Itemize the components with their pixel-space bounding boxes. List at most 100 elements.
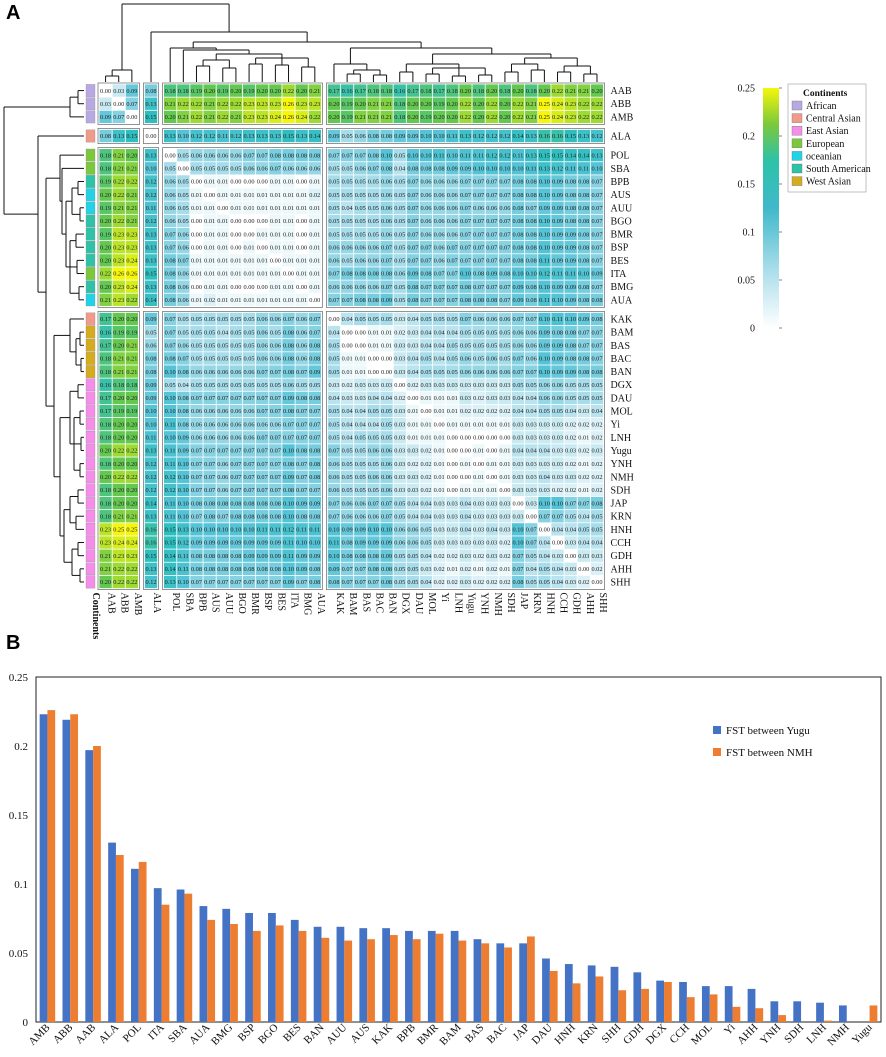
heatmap-cells: 0.00 0.03 0.09 0.08 0.18 0.18 0.19 0.20 0.19 0.20… — [97, 82, 605, 590]
heatmap-cell-value: 0.06 — [499, 316, 510, 323]
heatmap-cell-value: 0.00 — [244, 231, 255, 238]
heatmap-cell — [340, 188, 354, 201]
heatmap-cell-value: 0.07 — [270, 395, 281, 402]
heatmap-cell-value: 0.06 — [191, 421, 202, 428]
heatmap-cell-value: 0.03 — [460, 540, 471, 547]
heatmap-cell-value: 0.06 — [217, 152, 228, 159]
heatmap-cell-value: 0.03 — [447, 540, 458, 547]
heatmap-cell-value: 0.00 — [342, 342, 353, 349]
heatmap-cell-value: 0.03 — [434, 540, 445, 547]
heatmap-cell-value: 0.02 — [473, 395, 484, 402]
heatmap-cell — [498, 214, 512, 228]
heatmap-cell — [472, 280, 485, 293]
heatmap-cell-value: 0.24 — [126, 258, 138, 265]
heatmap-cell — [282, 149, 295, 162]
heatmap-cell-value: 0.08 — [309, 395, 320, 402]
heatmap-cell-value: 0.08 — [178, 421, 189, 428]
heatmap-cell — [511, 293, 525, 306]
heatmap-cell — [354, 188, 367, 201]
heatmap-cell — [406, 241, 420, 254]
heatmap-cell-value: 0.05 — [499, 356, 510, 363]
row-label: BAM — [611, 328, 634, 339]
heatmap-cell — [216, 227, 229, 241]
heatmap-cell — [242, 280, 256, 293]
heatmap-cell — [551, 162, 564, 175]
heatmap-cell-value: 0.17 — [407, 88, 418, 95]
heatmap-cell — [256, 267, 269, 280]
heatmap-cell — [577, 280, 590, 293]
continent-strip-cell — [85, 267, 96, 280]
heatmap-cell — [472, 267, 485, 280]
heatmap-cell-value: 0.06 — [178, 297, 189, 304]
heatmap-cell-value: 0.05 — [447, 342, 458, 349]
col-label: DGX — [400, 593, 411, 615]
bar-nmh — [709, 994, 718, 1022]
bar-nmh — [412, 939, 421, 1022]
heatmap-cell-value: 0.21 — [355, 114, 366, 121]
heatmap-cell-value: 0.02 — [578, 448, 589, 455]
heatmap-cell-value: 0.09 — [283, 395, 294, 402]
heatmap-cell-value: 0.09 — [178, 435, 189, 442]
heatmap-cell-value: 0.03 — [394, 461, 405, 468]
heatmap-cell-value: 0.08 — [578, 244, 589, 251]
bar-nmh — [252, 930, 261, 1022]
heatmap-cell-value: 0.20 — [100, 284, 111, 291]
heatmap-cell — [144, 97, 158, 110]
heatmap-cell-value: 0.14 — [513, 133, 525, 140]
heatmap-cell-value: 0.14 — [146, 297, 158, 304]
heatmap-cell-value: 0.07 — [270, 448, 281, 455]
heatmap-cell-value: 0.05 — [447, 369, 458, 376]
heatmap-cell-value: 0.07 — [447, 297, 458, 304]
heatmap-cell-value: 0.06 — [257, 166, 268, 173]
heatmap-cell-value: 0.05 — [342, 179, 353, 186]
heatmap-cell-value: 0.06 — [178, 284, 189, 291]
heatmap-cell-value: 0.00 — [257, 284, 268, 291]
heatmap-cell-value: 0.08 — [165, 271, 176, 278]
row-label: AMB — [611, 112, 634, 123]
heatmap-cell — [577, 325, 590, 339]
heatmap-cell — [419, 149, 433, 162]
heatmap-cell-value: 0.03 — [565, 474, 576, 481]
heatmap-cell — [498, 149, 512, 162]
heatmap-cell — [308, 254, 321, 267]
heatmap-cell-value: 0.06 — [217, 461, 228, 468]
heatmap-cell-value: 0.00 — [447, 435, 458, 442]
heatmap-cell-value: 0.05 — [342, 192, 353, 199]
heatmap-cell-value: 0.01 — [270, 179, 281, 186]
heatmap-cell — [577, 339, 590, 352]
heatmap-cell-value: 0.03 — [434, 382, 445, 389]
heatmap-cell-value: 0.05 — [204, 329, 215, 336]
heatmap-cell — [327, 129, 341, 143]
x-tick-label: HNH — [552, 1022, 577, 1047]
heatmap-cell-value: 0.09 — [296, 500, 307, 507]
heatmap-cell-value: 0.08 — [328, 579, 339, 586]
heatmap-cell-value: 0.21 — [526, 114, 537, 121]
heatmap-cell-value: 0.07 — [257, 395, 268, 402]
heatmap-cell-value: 0.09 — [126, 88, 137, 95]
heatmap-cell-value: 0.07 — [191, 487, 202, 494]
heatmap-cell — [144, 214, 158, 228]
heatmap-cell-value: 0.13 — [146, 284, 157, 291]
heatmap-cell — [393, 97, 406, 110]
heatmap-cell — [459, 214, 472, 228]
heatmap-cell — [216, 175, 229, 188]
heatmap-cell — [216, 97, 229, 110]
heatmap-cell-value: 0.06 — [526, 342, 537, 349]
heatmap-cell — [590, 214, 604, 228]
heatmap-cell — [144, 110, 158, 124]
heatmap-cell-value: 0.20 — [100, 218, 111, 225]
heatmap-cell-value: 0.08 — [381, 133, 392, 140]
heatmap-cell-value: 0.01 — [355, 356, 366, 363]
bar-yugu — [519, 943, 528, 1022]
heatmap-cell — [433, 110, 446, 124]
heatmap-cell-value: 0.05 — [394, 566, 405, 573]
heatmap-cell-value: 0.00 — [421, 408, 432, 415]
heatmap-cell-value: 0.02 — [578, 579, 589, 586]
heatmap-cell-value: 0.05 — [178, 205, 189, 212]
heatmap-cell-value: 0.13 — [165, 579, 176, 586]
heatmap-cell-value: 0.05 — [204, 356, 215, 363]
heatmap-cell — [393, 254, 406, 267]
heatmap-cell-value: 0.02 — [460, 408, 471, 415]
heatmap-cell — [538, 162, 551, 175]
heatmap-cell-value: 0.01 — [309, 244, 320, 251]
